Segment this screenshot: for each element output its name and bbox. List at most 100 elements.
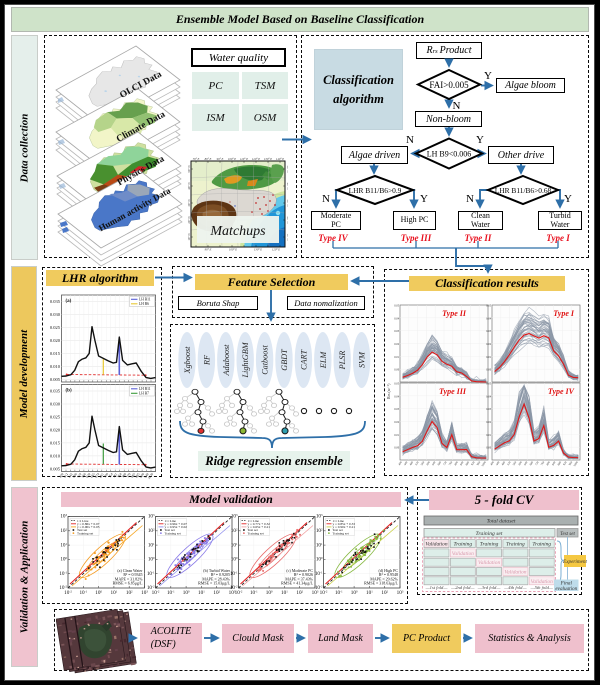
svg-text:960: 960 — [476, 461, 481, 467]
svg-text:Type IV: Type IV — [548, 387, 575, 396]
svg-text:720: 720 — [535, 461, 540, 467]
svg-text:FAI>0.005: FAI>0.005 — [429, 80, 469, 90]
svg-text:Validation: Validation — [478, 560, 500, 566]
svg-text:PLSR: PLSR — [338, 351, 347, 371]
svg-text:R² = 0.9548: R² = 0.9548 — [379, 572, 398, 577]
svg-text:100° E: 100° E — [228, 157, 236, 161]
svg-text:103: 103 — [312, 590, 319, 597]
svg-text:101: 101 — [231, 542, 238, 549]
svg-text:1020: 1020 — [147, 472, 154, 480]
svg-text:100: 100 — [231, 556, 238, 563]
svg-text:RMSE = 41.34μg/L: RMSE = 41.34μg/L — [281, 581, 313, 586]
svg-text:RMSE = 318.63μg/L: RMSE = 318.63μg/L — [364, 581, 398, 586]
svg-text:900: 900 — [139, 472, 145, 479]
svg-text:1:1 Line: 1:1 Line — [165, 519, 177, 523]
svg-text:Test set: Test set — [248, 528, 258, 532]
svg-text:RMSE = 15.03μg/L: RMSE = 15.03μg/L — [198, 581, 230, 586]
svg-text:10-2: 10-2 — [320, 590, 328, 597]
svg-text:Training: Training — [454, 542, 473, 548]
svg-text:0.01: 0.01 — [486, 434, 491, 437]
svg-text:560: 560 — [81, 472, 87, 479]
svg-text:0.035: 0.035 — [50, 389, 61, 394]
svg-text:0.01: 0.01 — [486, 356, 491, 359]
svg-text:0.03: 0.03 — [394, 408, 399, 411]
svg-text:101: 101 — [111, 590, 118, 597]
svg-text:0.030: 0.030 — [50, 402, 61, 407]
svg-text:10-1: 10-1 — [230, 570, 238, 577]
svg-text:0.04: 0.04 — [394, 317, 399, 320]
svg-text:R² = 0.9026: R² = 0.9026 — [294, 572, 313, 577]
svg-text:10-1: 10-1 — [335, 590, 343, 597]
svg-text:940: 940 — [143, 472, 149, 479]
svg-text:800: 800 — [454, 461, 459, 467]
svg-text:100: 100 — [316, 556, 323, 563]
svg-text:400: 400 — [398, 461, 403, 467]
svg-text:761: 761 — [112, 472, 118, 479]
svg-text:110° E: 110° E — [240, 157, 248, 161]
svg-text:100: 100 — [266, 590, 273, 597]
svg-text:102: 102 — [126, 590, 133, 597]
svg-text:0.05: 0.05 — [394, 305, 399, 308]
svg-text:Experiment: Experiment — [562, 559, 587, 565]
svg-text:(b): (b) — [66, 389, 72, 394]
svg-text:560: 560 — [512, 461, 517, 467]
svg-text:101: 101 — [60, 542, 67, 549]
svg-text:400: 400 — [490, 461, 495, 467]
svg-text:evaluation: evaluation — [555, 586, 577, 592]
svg-text:N: N — [453, 100, 461, 112]
svg-text:768: 768 — [121, 472, 127, 479]
svg-text:SVM: SVM — [358, 351, 367, 368]
svg-text:665: 665 — [90, 472, 96, 479]
svg-text:102: 102 — [60, 528, 67, 535]
svg-text:102: 102 — [381, 590, 388, 597]
svg-text:960: 960 — [568, 461, 573, 467]
svg-text:480: 480 — [501, 461, 506, 467]
svg-text:10-1: 10-1 — [59, 570, 67, 577]
svg-text:20° N: 20° N — [188, 216, 191, 224]
svg-text:1000: 1000 — [573, 461, 579, 468]
svg-text:681: 681 — [99, 472, 105, 479]
svg-text:LH B7: LH B7 — [139, 392, 149, 396]
svg-text:0.05: 0.05 — [394, 383, 399, 386]
svg-text:10-1: 10-1 — [250, 590, 258, 597]
svg-text:10-2: 10-2 — [152, 590, 160, 597]
svg-text:Training: Training — [506, 542, 525, 548]
svg-text:0.00: 0.00 — [394, 369, 399, 372]
svg-text:840: 840 — [460, 461, 465, 467]
svg-text:140° E: 140° E — [276, 157, 284, 161]
svg-text:880: 880 — [557, 461, 562, 467]
svg-text:30° N: 30° N — [188, 199, 191, 207]
svg-text:Test set: Test set — [77, 528, 87, 532]
svg-text:1:1 Line: 1:1 Line — [77, 519, 89, 523]
svg-text:Training set: Training set — [248, 531, 264, 535]
svg-text:Training: Training — [480, 542, 499, 548]
svg-text:0.01: 0.01 — [394, 434, 399, 437]
svg-text:760: 760 — [540, 461, 545, 467]
svg-text:—3rd fold—: —3rd fold— — [477, 585, 502, 590]
svg-text:Type III: Type III — [439, 387, 467, 396]
svg-text:754: 754 — [108, 472, 114, 479]
svg-text:MAPE = 29.62%: MAPE = 29.62% — [370, 576, 398, 581]
svg-text:800: 800 — [546, 461, 551, 467]
svg-text:490: 490 — [72, 472, 78, 479]
svg-text:130° E: 130° E — [254, 248, 262, 252]
svg-text:0.01: 0.01 — [394, 356, 399, 359]
svg-text:100: 100 — [148, 556, 155, 563]
svg-text:y = 0.90x + 0.21: y = 0.90x + 0.21 — [333, 525, 356, 529]
svg-text:Type II: Type II — [442, 309, 467, 318]
svg-text:1:1 Line: 1:1 Line — [333, 519, 345, 523]
svg-text:412: 412 — [63, 472, 69, 479]
svg-text:120° E: 120° E — [252, 157, 260, 161]
svg-text:440: 440 — [496, 461, 501, 467]
svg-text:720: 720 — [443, 461, 448, 467]
svg-text:102: 102 — [296, 590, 303, 597]
svg-text:Validation: Validation — [531, 579, 553, 585]
svg-text:130° E: 130° E — [264, 157, 272, 161]
svg-text:102: 102 — [231, 528, 238, 535]
svg-text:0.00: 0.00 — [394, 447, 399, 450]
svg-text:440: 440 — [404, 461, 409, 467]
svg-text:MAPE = 37.43%: MAPE = 37.43% — [285, 576, 313, 581]
svg-text:480: 480 — [409, 461, 414, 467]
svg-text:—1st fold—: —1st fold— — [425, 585, 449, 590]
svg-text:R² = 0.9345: R² = 0.9345 — [123, 572, 142, 577]
